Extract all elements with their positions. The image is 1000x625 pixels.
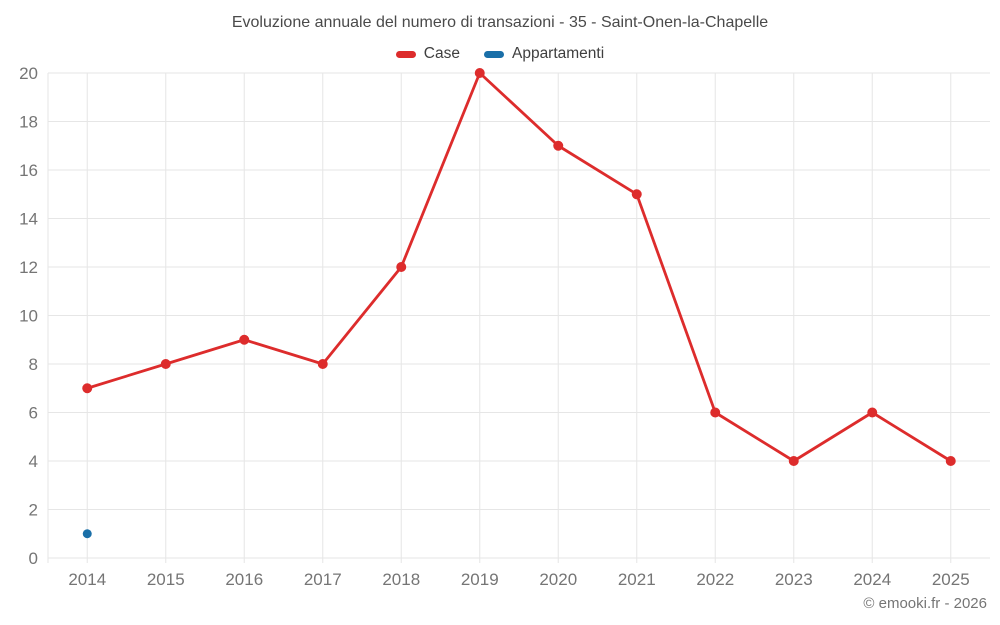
y-axis-tick-label: 8 (29, 355, 38, 374)
y-axis-tick-label: 6 (29, 404, 38, 423)
legend-item-appartamenti[interactable]: Appartamenti (483, 45, 605, 63)
data-point-case-2019[interactable] (474, 68, 485, 78)
data-point-case-2020[interactable] (553, 140, 564, 151)
y-axis-tick-label: 10 (19, 307, 38, 326)
legend-item-case[interactable]: Case (395, 45, 460, 63)
y-axis-tick-label: 18 (19, 113, 38, 132)
data-point-case-2016[interactable] (239, 334, 250, 345)
series-line-case (85, 71, 953, 463)
x-axis-tick-label: 2024 (853, 570, 891, 589)
legend-swatch-icon (395, 50, 416, 58)
data-point-case-2018[interactable] (396, 262, 407, 272)
y-axis-tick-label: 2 (29, 501, 38, 520)
x-axis-tick-label: 2022 (696, 570, 734, 589)
chart-legend: Case Appartamenti (0, 45, 1000, 63)
x-axis-tick-label: 2023 (775, 570, 813, 589)
data-point-case-2022[interactable] (710, 407, 721, 418)
data-point-case-2023[interactable] (788, 456, 799, 466)
data-point-case-2025[interactable] (945, 456, 956, 466)
chart-title: Evoluzione annuale del numero di transaz… (231, 14, 769, 31)
data-point-appartamenti-2014[interactable] (82, 529, 92, 539)
y-axis-tick-label: 16 (19, 161, 38, 180)
data-point-case-2021[interactable] (631, 189, 642, 200)
x-axis-tick-label: 2019 (461, 570, 499, 589)
data-point-case-2015[interactable] (160, 359, 171, 369)
legend-swatch-icon (483, 50, 504, 58)
x-axis-tick-label: 2015 (147, 570, 185, 589)
copyright-credit: © emooki.fr - 2026 (863, 595, 987, 612)
x-axis-tick-label: 2025 (932, 570, 970, 589)
x-axis-tick-label: 2014 (68, 570, 106, 589)
x-axis-tick-label: 2017 (304, 570, 342, 589)
data-point-case-2017[interactable] (317, 359, 328, 369)
y-axis-tick-label: 20 (19, 64, 38, 83)
x-axis-tick-label: 2016 (225, 570, 263, 589)
data-point-case-2014[interactable] (82, 383, 93, 394)
legend-label: Case (423, 45, 460, 62)
data-point-case-2024[interactable] (867, 407, 878, 418)
x-axis-tick-label: 2021 (618, 570, 656, 589)
legend-label: Appartamenti (511, 45, 605, 62)
y-axis-tick-label: 14 (19, 210, 38, 229)
y-axis-tick-label: 12 (19, 258, 38, 277)
y-axis-tick-label: 0 (29, 549, 38, 568)
x-axis-tick-label: 2020 (539, 570, 577, 589)
y-axis-tick-label: 4 (29, 452, 38, 471)
x-axis-tick-label: 2018 (382, 570, 420, 589)
